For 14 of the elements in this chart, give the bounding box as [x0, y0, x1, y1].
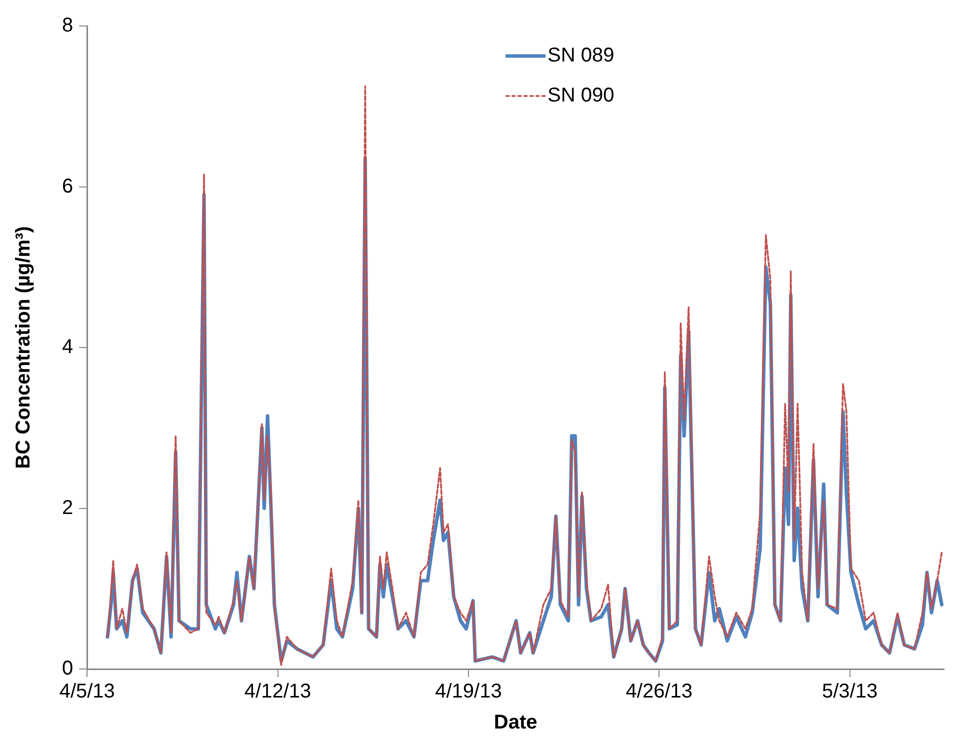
legend-label: SN 090	[548, 84, 614, 107]
y-tick-label: 2	[62, 496, 74, 519]
y-tick-label: 0	[62, 658, 74, 680]
y-tick-label: 4	[62, 336, 74, 358]
y-tick-label: 6	[62, 175, 74, 198]
x-tick-label: 4/12/13	[244, 680, 312, 703]
x-tick-label: 5/3/13	[822, 680, 878, 703]
x-tick-label: 4/5/13	[59, 680, 115, 703]
x-axis-title: Date	[494, 712, 538, 734]
y-tick-label: 8	[62, 14, 74, 37]
x-tick-label: 4/19/13	[435, 680, 502, 703]
y-axis-title: BC Concentration (µg/m³)	[12, 226, 35, 469]
legend-label: SN 089	[548, 44, 614, 67]
x-tick-label: 4/26/13	[626, 680, 692, 703]
